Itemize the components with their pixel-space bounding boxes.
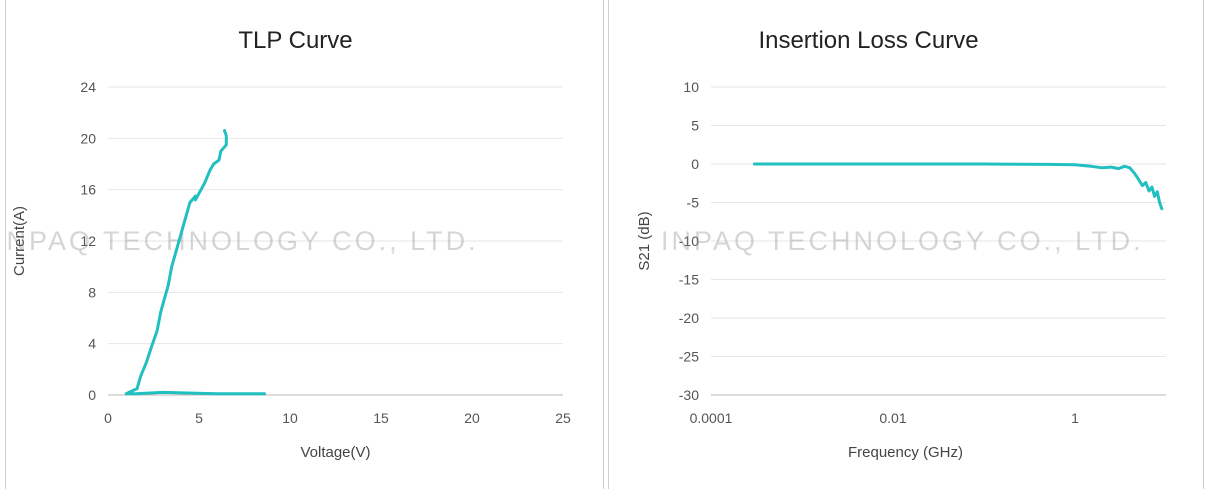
watermark-text: INPAQ TECHNOLOGY CO., LTD. bbox=[661, 226, 1144, 256]
y-tick-label: -15 bbox=[679, 272, 699, 288]
y-tick-label: -25 bbox=[679, 349, 699, 365]
chart-title: TLP Curve bbox=[238, 27, 352, 54]
tlp-chart-panel: TLP Curve 0 4 8 12 16 20 24 0 5 10 15 20 25 Voltage(V)… bbox=[5, 0, 604, 489]
chart-title: Insertion Loss Curve bbox=[758, 27, 978, 54]
x-tick-label: 20 bbox=[464, 410, 480, 426]
y-tick-label: 24 bbox=[80, 79, 96, 95]
y-tick-label: 10 bbox=[683, 79, 699, 95]
data-series-line-1 bbox=[752, 162, 1164, 211]
x-tick-label: 25 bbox=[555, 410, 571, 426]
y-tick-label: 20 bbox=[80, 130, 96, 146]
y-tick-label: -20 bbox=[679, 310, 699, 326]
x-axis-label: Frequency (GHz) bbox=[848, 444, 963, 461]
x-tick-label: 1 bbox=[1071, 410, 1079, 426]
x-axis-label: Voltage(V) bbox=[300, 444, 370, 461]
y-tick-label: 12 bbox=[80, 233, 96, 249]
x-tick-label: 15 bbox=[373, 410, 389, 426]
x-tick-label: 0.0001 bbox=[690, 410, 733, 426]
x-tick-label: 0 bbox=[104, 410, 112, 426]
y-axis-label: Current(A) bbox=[11, 206, 28, 276]
data-series-line-1 bbox=[124, 129, 266, 396]
y-axis-label: S21 (dB) bbox=[636, 211, 653, 270]
y-tick-label: 4 bbox=[88, 336, 96, 352]
x-tick-label: 0.01 bbox=[879, 410, 906, 426]
watermark-text: INPAQ TECHNOLOGY CO., LTD. bbox=[6, 226, 479, 256]
y-tick-label: 0 bbox=[691, 156, 699, 172]
y-tick-label: -5 bbox=[687, 195, 700, 211]
insertion-loss-chart: Insertion Loss Curve 10 5 0 -5 -10 -15 -20 -25 -3… bbox=[636, 27, 1166, 461]
y-tick-label: 8 bbox=[88, 284, 96, 300]
y-tick-label: -10 bbox=[679, 233, 699, 249]
y-tick-label: 0 bbox=[88, 387, 96, 403]
tlp-chart: TLP Curve 0 4 8 12 16 20 24 0 5 10 15 20 25 Voltage(V)… bbox=[6, 27, 571, 461]
x-tick-label: 10 bbox=[282, 410, 298, 426]
y-tick-label: -30 bbox=[679, 387, 699, 403]
x-tick-label: 5 bbox=[195, 410, 203, 426]
y-tick-label: 16 bbox=[80, 182, 96, 198]
insertion-loss-chart-panel: Insertion Loss Curve 10 5 0 -5 -10 -15 -20 -25 -3… bbox=[608, 0, 1204, 489]
y-tick-label: 5 bbox=[691, 118, 699, 134]
